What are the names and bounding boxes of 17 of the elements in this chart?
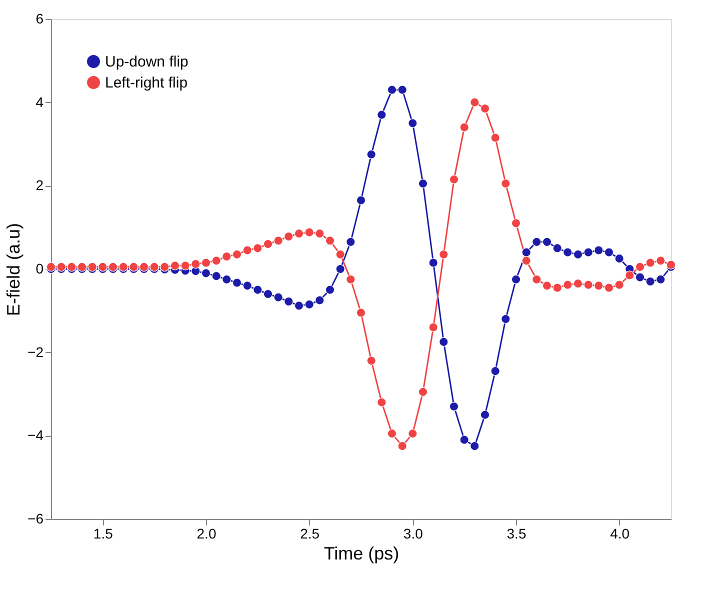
y-tick-label: 2: [36, 177, 44, 194]
x-tick-label: 4.0: [610, 526, 630, 542]
x-axis-title: Time (ps): [324, 544, 400, 564]
y-axis-title: E-field (a.u): [4, 222, 24, 316]
y-tick-label: −4: [28, 427, 44, 444]
y-tick-label: −6: [28, 510, 44, 526]
legend-label: Up-down flip: [105, 54, 188, 70]
y-tick-label: 6: [36, 10, 44, 26]
legend-label: Left-right flip: [105, 74, 188, 92]
x-tick-label: 1.5: [93, 526, 114, 542]
x-tick-label: 2.5: [300, 526, 320, 542]
x-tick-label: 2.0: [196, 526, 216, 542]
x-tick-label: 3.0: [403, 526, 424, 542]
x-tick-label: 3.5: [506, 526, 526, 542]
y-tick-label: 0: [36, 260, 44, 276]
y-tick-label: −2: [28, 344, 44, 360]
y-tick-label: 4: [36, 94, 44, 110]
